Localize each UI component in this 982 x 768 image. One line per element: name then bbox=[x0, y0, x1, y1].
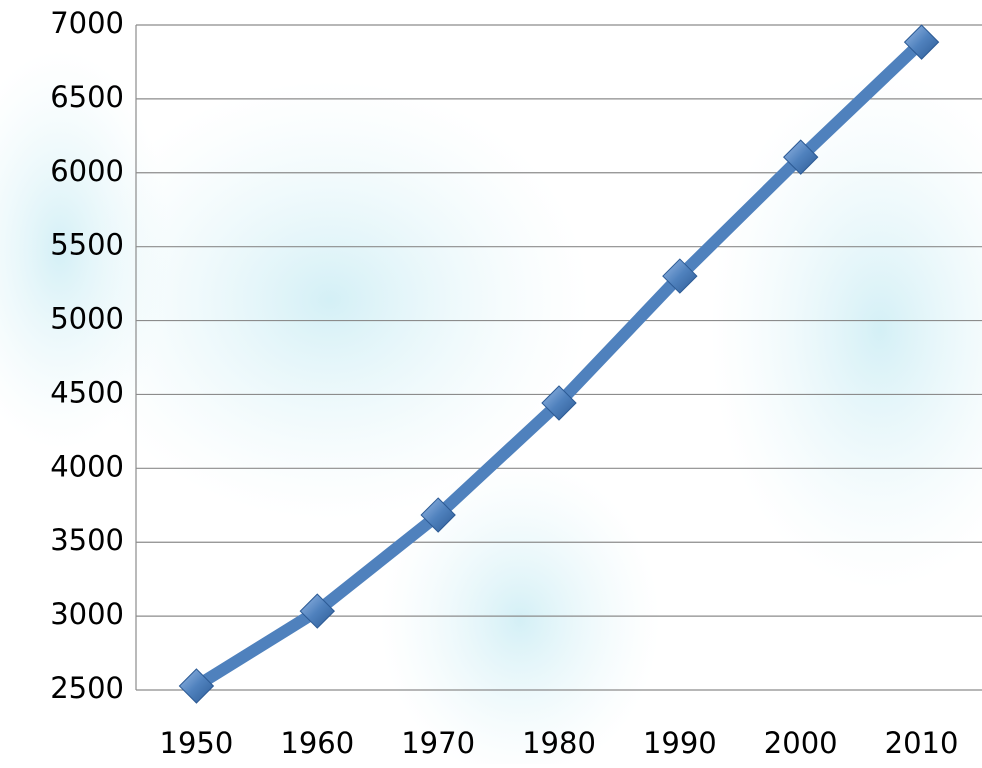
y-tick-label: 7000 bbox=[50, 6, 124, 40]
data-marker bbox=[178, 668, 215, 704]
x-tick-label: 2010 bbox=[885, 726, 959, 760]
background-map bbox=[0, 50, 982, 768]
y-tick-label: 6000 bbox=[50, 154, 124, 188]
data-marker bbox=[420, 497, 456, 533]
y-tick-label: 6500 bbox=[50, 80, 124, 114]
data-marker bbox=[662, 258, 698, 294]
y-tick-label: 5000 bbox=[50, 302, 124, 336]
x-tick-label: 2000 bbox=[764, 726, 838, 760]
data-marker bbox=[903, 24, 940, 60]
data-marker bbox=[783, 139, 819, 175]
y-tick-label: 2500 bbox=[50, 671, 124, 705]
y-tick-label: 4000 bbox=[50, 449, 124, 483]
x-tick-label: 1980 bbox=[522, 726, 596, 760]
y-tick-label: 5500 bbox=[50, 228, 124, 262]
data-marker bbox=[299, 593, 335, 629]
y-tick-label: 4500 bbox=[50, 375, 124, 409]
x-tick-label: 1990 bbox=[643, 726, 717, 760]
y-tick-label: 3000 bbox=[50, 597, 124, 631]
data-marker bbox=[541, 385, 577, 421]
x-tick-label: 1960 bbox=[280, 726, 354, 760]
y-tick-label: 3500 bbox=[50, 523, 124, 557]
x-tick-label: 1950 bbox=[160, 726, 234, 760]
x-tick-label: 1970 bbox=[401, 726, 475, 760]
